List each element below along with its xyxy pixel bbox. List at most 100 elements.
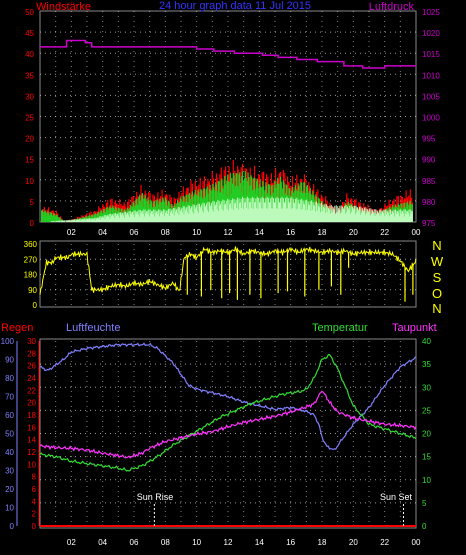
direction-tick-label: 0 [33,301,38,310]
pressure-series [40,39,416,69]
wind-direction-shifts [186,249,414,302]
wind-time-tick-label: 00 [412,228,421,237]
dewpoint-tick-label: 0 [32,522,37,531]
compass-s: S [433,270,442,285]
humidity-tick-label: 50 [5,430,14,439]
temperature-axes: 0102030405060708090100024681012141618202… [1,337,432,547]
dewpoint-tick-label: 6 [32,485,37,494]
humidity-tick-label: 70 [5,393,14,402]
pressure-label: Luftdruck [369,1,415,13]
dewpoint-tick-label: 22 [27,386,36,395]
pressure-tick-label: 1015 [422,50,440,59]
pressure-tick-label: 975 [422,219,436,228]
temperature-tick-label: 10 [422,476,431,485]
humidity-tick-label: 80 [5,374,14,383]
wind-time-tick-label: 04 [98,228,107,237]
pressure-tick-label: 990 [422,156,436,165]
wind-time-tick-label: 16 [286,228,295,237]
temperature-time-tick-label: 10 [192,538,201,547]
wind-speed-tick-label: 45 [25,29,34,38]
temperature-time-tick-label: 00 [412,538,421,547]
compass-o: O [432,286,442,301]
humidity-tick-label: 0 [10,522,15,531]
wind-direction-series [39,246,417,295]
dewpoint-tick-label: 4 [32,497,37,506]
pressure-tick-label: 985 [422,177,436,186]
temperature-time-tick-label: 20 [349,538,358,547]
temperature-time-tick-label: 02 [67,538,76,547]
wind-speed-tick-label: 50 [25,8,34,17]
pressure-tick-label: 995 [422,135,436,144]
dewpoint-tick-label: 12 [27,448,36,457]
temperature-time-tick-label: 14 [255,538,264,547]
humidity-tick-label: 100 [1,337,15,346]
sun-set-label: Sun Set [380,492,413,502]
humidity-tick-label: 60 [5,411,14,420]
compass-labels: N W S O N [431,238,444,316]
pressure-tick-label: 1010 [422,71,440,80]
wind-time-tick-label: 02 [67,228,76,237]
temperature-series [39,353,417,472]
dewpoint-tick-label: 8 [32,473,37,482]
dewpoint-tick-label: 24 [27,374,36,383]
wind-time-tick-label: 06 [130,228,139,237]
dewpoint-tick-label: 26 [27,362,36,371]
wind-speed-tick-label: 30 [25,92,34,101]
wind-speed-tick-label: 10 [25,177,34,186]
wind-time-tick-label: 12 [224,228,233,237]
pressure-axis: 975 980 985 990 995 1000 1005 1010 1015 1020 1025 [422,8,440,228]
wind-speed-tick-label: 5 [30,198,35,207]
wind-speed-tick-label: 20 [25,135,34,144]
wind-speed-label: Windstärke [36,1,91,13]
pressure-tick-label: 1005 [422,92,440,101]
temperature-grid [40,341,416,526]
dewpoint-tick-label: 16 [27,423,36,432]
wind-speed-tick-label: 25 [25,114,34,123]
direction-panel: 0 90 180 270 360 N W S O N [24,238,444,316]
humidity-tick-label: 90 [5,356,14,365]
temperature-tick-label: 15 [422,453,431,462]
compass-w: W [431,254,444,269]
wind-speed-tick-label: 35 [25,71,34,80]
temperature-tick-label: 20 [422,430,431,439]
dewpoint-tick-label: 30 [27,337,36,346]
pressure-tick-label: 1025 [422,8,440,17]
wind-average-series [50,196,413,222]
humidity-tick-label: 30 [5,467,14,476]
direction-axis: 0 90 180 270 360 [24,240,38,310]
temperature-tick-label: 5 [422,499,427,508]
wind-speed-tick-label: 40 [25,50,34,59]
temperature-series [39,342,417,527]
temperature-time-tick-label: 16 [286,538,295,547]
temperature-time-tick-label: 06 [130,538,139,547]
temperature-tick-label: 40 [422,337,431,346]
temperature-panel: 0102030405060708090100024681012141618202… [1,322,437,547]
wind-time-tick-label: 14 [255,228,264,237]
pressure-tick-label: 1000 [422,114,440,123]
dewpoint-tick-label: 20 [27,399,36,408]
wind-speed-tick-label: 0 [30,219,35,228]
temperature-tick-label: 0 [422,522,427,531]
direction-tick-label: 90 [28,286,37,295]
wind-series [40,39,416,222]
temperature-time-tick-label: 08 [161,538,170,547]
dewpoint-tick-label: 18 [27,411,36,420]
temperature-tick-label: 30 [422,383,431,392]
wind-time-tick-label: 22 [380,228,389,237]
pressure-tick-label: 980 [422,198,436,207]
direction-series [39,246,417,302]
temperature-time-tick-label: 04 [98,538,107,547]
temperature-time-tick-label: 22 [380,538,389,547]
dewpoint-tick-label: 28 [27,349,36,358]
humidity-tick-label: 40 [5,448,14,457]
wind-time-axis: 02 04 06 08 10 12 14 16 18 20 22 00 [67,228,421,237]
wind-time-tick-label: 20 [349,228,358,237]
wind-time-tick-label: 18 [318,228,327,237]
direction-grid [40,244,416,305]
temperature-tick-label: 25 [422,406,431,415]
compass-n-top: N [432,238,441,253]
compass-n-bottom: N [432,301,441,316]
rain-label: Regen [1,322,33,334]
direction-tick-label: 270 [24,255,38,264]
